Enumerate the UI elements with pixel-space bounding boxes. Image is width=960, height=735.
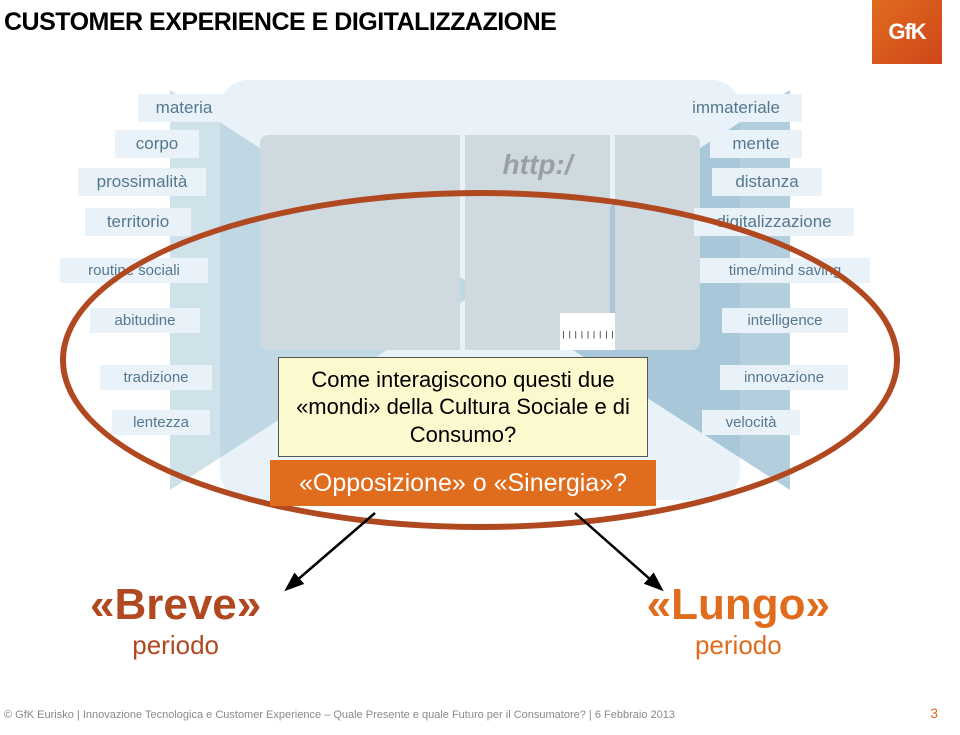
lungo-big: «Lungo»	[647, 580, 830, 630]
slide-title: CUSTOMER EXPERIENCE E DIGITALIZZAZIONE	[4, 8, 556, 37]
question-box: Come interagiscono questi due «mondi» de…	[278, 357, 648, 457]
concept-label: mente	[710, 130, 802, 158]
concept-label: prossimalità	[78, 168, 206, 196]
synergy-box: «Opposizione» o «Sinergia»?	[270, 460, 656, 506]
lungo-block: «Lungo» periodo	[647, 580, 830, 661]
breve-sub: periodo	[90, 630, 261, 661]
breve-big: «Breve»	[90, 580, 261, 630]
lungo-sub: periodo	[647, 630, 830, 661]
question-text: Come interagiscono questi due «mondi» de…	[293, 366, 633, 449]
slide-root: CUSTOMER EXPERIENCE E DIGITALIZZAZIONE G…	[0, 0, 960, 735]
arrow-diverge-left-icon	[280, 508, 390, 598]
footer-text: © GfK Eurisko | Innovazione Tecnologica …	[4, 709, 675, 721]
synergy-text: «Opposizione» o «Sinergia»?	[299, 469, 627, 498]
concept-label: corpo	[115, 130, 199, 158]
gfk-logo-text: GfK	[888, 19, 925, 45]
page-number: 3	[930, 705, 938, 721]
concept-label: immateriale	[670, 94, 802, 122]
concept-label: distanza	[712, 168, 822, 196]
concept-label: materia	[138, 94, 230, 122]
concept-label: territorio	[85, 208, 191, 236]
breve-block: «Breve» periodo	[90, 580, 261, 661]
gfk-logo: GfK	[872, 0, 942, 64]
